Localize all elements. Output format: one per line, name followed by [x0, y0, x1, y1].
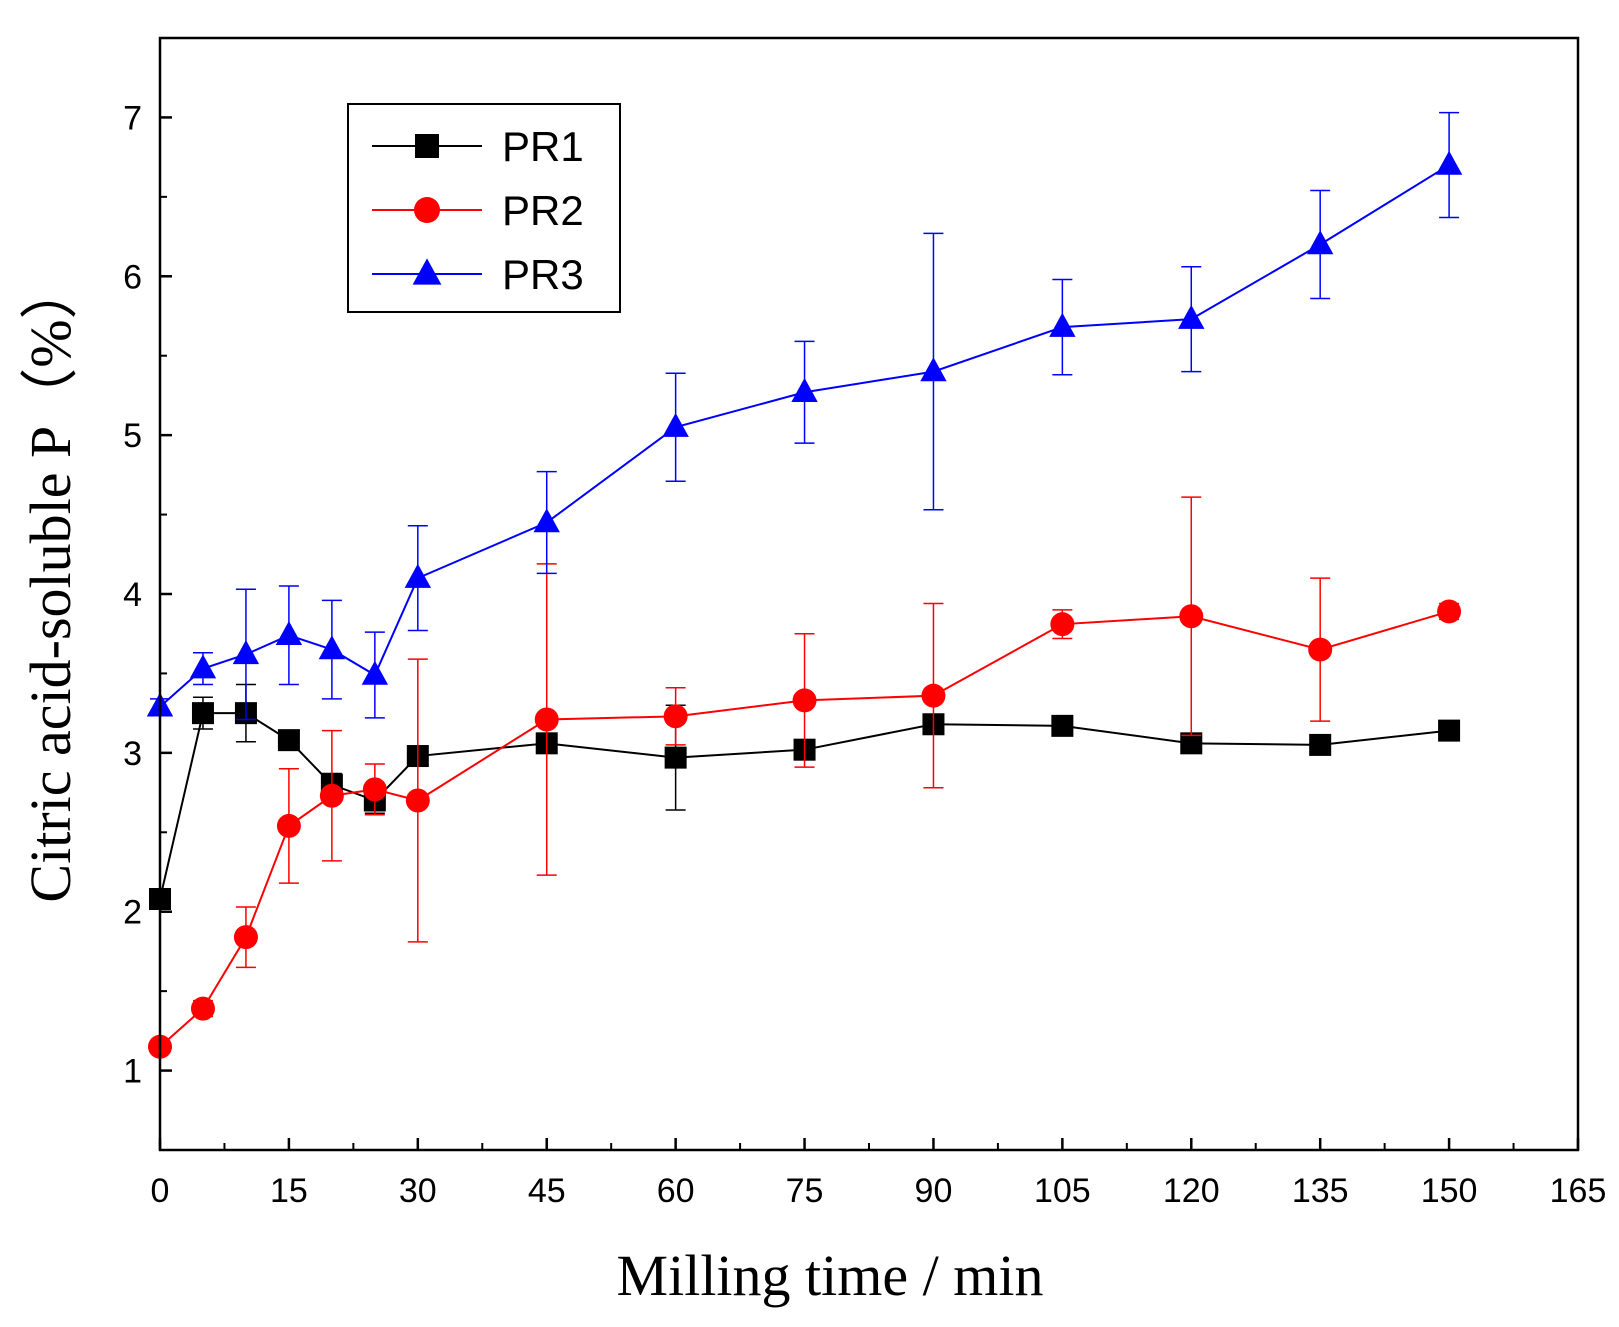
x-tick-label: 30: [399, 1172, 437, 1210]
legend: PR1 PR2 PR3: [347, 103, 621, 313]
x-tick-label: 105: [1034, 1172, 1091, 1210]
data-point: [920, 357, 947, 382]
data-point: [189, 654, 217, 679]
data-point: [1180, 732, 1203, 755]
x-tick-label: 90: [915, 1172, 953, 1210]
x-tick-label: 0: [151, 1172, 170, 1210]
data-point: [276, 813, 301, 838]
y-axis: 1 2 3 4 5 6 7: [123, 99, 172, 1091]
legend-marker: [414, 197, 440, 223]
legend-marker: [412, 258, 442, 285]
data-point: [404, 563, 432, 588]
data-point: [533, 508, 560, 533]
data-point: [1306, 230, 1334, 255]
x-tick-label: 75: [786, 1172, 824, 1210]
y-tick-label: 7: [123, 99, 142, 137]
series-pr2: [148, 496, 1462, 1059]
x-tick-label: 135: [1292, 1172, 1349, 1210]
data-point: [1308, 637, 1333, 662]
data-point: [1179, 604, 1204, 629]
y-tick-label: 6: [123, 258, 142, 296]
legend-box: [347, 103, 621, 313]
x-axis: 0 15 30 45 60 75 90 105 120 135 150 165: [151, 1138, 1607, 1210]
y-tick-label: 4: [123, 576, 142, 614]
legend-label: PR1: [502, 123, 584, 170]
data-point: [405, 788, 430, 813]
data-point: [190, 996, 215, 1021]
plot-area: [146, 111, 1463, 1059]
data-point: [318, 635, 346, 660]
x-tick-label: 15: [270, 1172, 308, 1210]
legend-label: PR3: [502, 251, 584, 298]
legend-item-pr3: PR3: [372, 251, 584, 298]
data-point: [792, 688, 817, 713]
data-point: [1437, 599, 1462, 624]
legend-label: PR2: [502, 187, 584, 234]
y-axis-title: Citric acid-soluble P（%）: [18, 261, 83, 902]
data-point: [662, 412, 689, 437]
data-point: [1178, 304, 1205, 329]
y-tick-label: 1: [123, 1053, 142, 1091]
data-point: [277, 729, 300, 752]
data-point: [663, 704, 688, 729]
x-tick-label: 150: [1421, 1172, 1478, 1210]
data-point: [1051, 714, 1074, 737]
y-tick-label: 5: [123, 417, 142, 455]
data-point: [232, 640, 260, 665]
data-point: [1049, 312, 1076, 337]
data-point: [1435, 150, 1463, 175]
data-point: [534, 707, 559, 732]
x-tick-label: 45: [528, 1172, 566, 1210]
data-point: [319, 783, 344, 808]
data-point: [1438, 719, 1461, 742]
data-point: [664, 746, 687, 769]
y-tick-label: 2: [123, 894, 142, 932]
legend-marker: [415, 134, 439, 158]
data-point: [791, 377, 818, 402]
data-point: [275, 620, 303, 646]
y-tick-label: 3: [123, 735, 142, 773]
data-point: [362, 777, 387, 802]
series-pr3: [146, 111, 1463, 721]
x-axis-title: Milling time / min: [617, 1243, 1044, 1308]
legend-item-pr1: PR1: [372, 123, 584, 170]
data-point: [233, 925, 258, 950]
data-point: [1050, 612, 1075, 637]
x-tick-label: 120: [1163, 1172, 1220, 1210]
data-point: [361, 660, 389, 685]
data-point: [191, 702, 214, 725]
x-tick-label: 60: [657, 1172, 695, 1210]
x-tick-label: 165: [1550, 1172, 1607, 1210]
legend-item-pr2: PR2: [372, 187, 584, 234]
data-point: [921, 683, 946, 708]
data-point: [1309, 733, 1332, 756]
